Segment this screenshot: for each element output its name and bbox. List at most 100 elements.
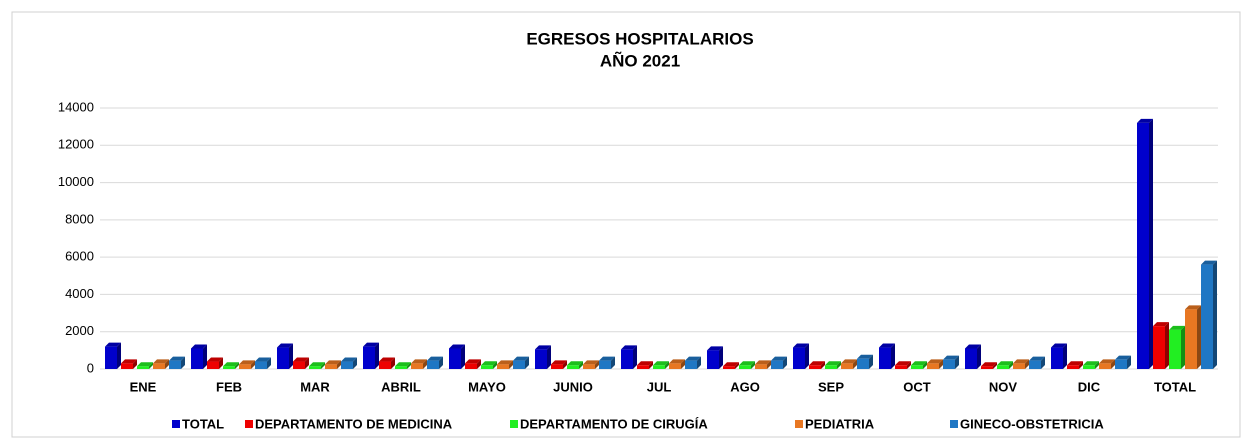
bar-side xyxy=(719,346,723,369)
bar xyxy=(567,365,579,369)
bar xyxy=(1169,329,1181,369)
legend-label: TOTAL xyxy=(182,416,224,431)
bar-side xyxy=(235,362,239,369)
bar-side xyxy=(1111,359,1115,369)
bar-top xyxy=(411,359,427,364)
bar xyxy=(1137,122,1149,370)
bar-side xyxy=(939,359,943,369)
bar xyxy=(965,348,977,369)
bar-top xyxy=(277,343,293,348)
bar xyxy=(395,366,407,369)
y-tick-label: 6000 xyxy=(65,249,94,264)
bar xyxy=(1083,365,1095,369)
chart-frame xyxy=(11,11,1241,438)
bar xyxy=(669,363,681,369)
bar-side xyxy=(697,356,701,369)
x-tick-label: FEB xyxy=(216,379,242,394)
bar-side xyxy=(547,345,551,369)
bar-side xyxy=(251,360,255,369)
bar-side xyxy=(375,342,379,369)
bar-side xyxy=(633,345,637,369)
bar-side xyxy=(837,361,841,369)
bar xyxy=(825,365,837,369)
bar xyxy=(481,365,493,369)
bar-side xyxy=(783,356,787,369)
bar-top xyxy=(497,360,513,365)
bar-top xyxy=(239,360,255,365)
bar-top xyxy=(121,359,137,364)
y-tick-label: 2000 xyxy=(65,323,94,338)
bar-side xyxy=(509,360,513,369)
bar xyxy=(1067,365,1079,369)
bar-top xyxy=(1115,355,1131,360)
bar-side xyxy=(665,361,669,369)
bar-side xyxy=(1213,260,1217,369)
x-tick-label: MAR xyxy=(300,379,330,394)
bar-top xyxy=(1067,361,1083,366)
bar-top xyxy=(1013,359,1029,364)
bar-side xyxy=(1127,355,1131,369)
bar xyxy=(309,366,321,369)
bar xyxy=(771,360,783,369)
bar xyxy=(379,361,391,369)
bar-top xyxy=(465,359,481,364)
bar-top xyxy=(1169,325,1185,330)
bar-top xyxy=(137,362,153,367)
x-tick-label: DIC xyxy=(1078,379,1101,394)
bar-top xyxy=(879,343,895,348)
bar xyxy=(621,349,633,369)
chart-subtitle: AÑO 2021 xyxy=(600,50,680,70)
bar-side xyxy=(751,361,755,369)
legend-swatch xyxy=(950,420,958,428)
bar xyxy=(599,360,611,369)
bar xyxy=(341,361,353,369)
bar-top xyxy=(105,342,121,347)
bar-top xyxy=(927,359,943,364)
bar-side xyxy=(891,343,895,369)
legend-swatch xyxy=(795,420,803,428)
bar-side xyxy=(1025,359,1029,369)
x-tick-label: JUNIO xyxy=(553,379,593,394)
bar xyxy=(191,348,203,369)
bar xyxy=(653,365,665,369)
bar xyxy=(1185,309,1197,369)
bar-side xyxy=(1063,343,1067,369)
bar xyxy=(1153,326,1165,369)
bar-side xyxy=(267,357,271,369)
bar-top xyxy=(427,356,443,361)
bar-top xyxy=(223,362,239,367)
y-tick-label: 4000 xyxy=(65,286,94,301)
bar-side xyxy=(993,362,997,369)
bar-side xyxy=(1041,356,1045,369)
bar-side xyxy=(149,362,153,369)
bar-side xyxy=(853,359,857,369)
bar-side xyxy=(681,359,685,369)
bar-side xyxy=(821,361,825,369)
bar-top xyxy=(755,360,771,365)
bar xyxy=(239,364,251,369)
bar-side xyxy=(439,356,443,369)
bar xyxy=(137,366,149,369)
bar-top xyxy=(1029,356,1045,361)
bar-side xyxy=(477,359,481,369)
y-tick-label: 12000 xyxy=(58,137,94,152)
bar xyxy=(707,350,719,369)
bar-top xyxy=(1099,359,1115,364)
bar-top xyxy=(567,361,583,366)
bar-top xyxy=(341,357,357,362)
bar xyxy=(841,363,853,369)
bar-top xyxy=(841,359,857,364)
bar-side xyxy=(1149,118,1153,370)
bar-side xyxy=(391,357,395,369)
bar-side xyxy=(1197,305,1201,369)
bar-side xyxy=(735,362,739,369)
bar xyxy=(363,346,375,369)
bar-side xyxy=(767,360,771,369)
bar-side xyxy=(923,361,927,369)
bar xyxy=(685,360,697,369)
bar xyxy=(723,366,735,369)
bar-top xyxy=(707,346,723,351)
bar-top xyxy=(637,361,653,366)
bar xyxy=(207,361,219,369)
